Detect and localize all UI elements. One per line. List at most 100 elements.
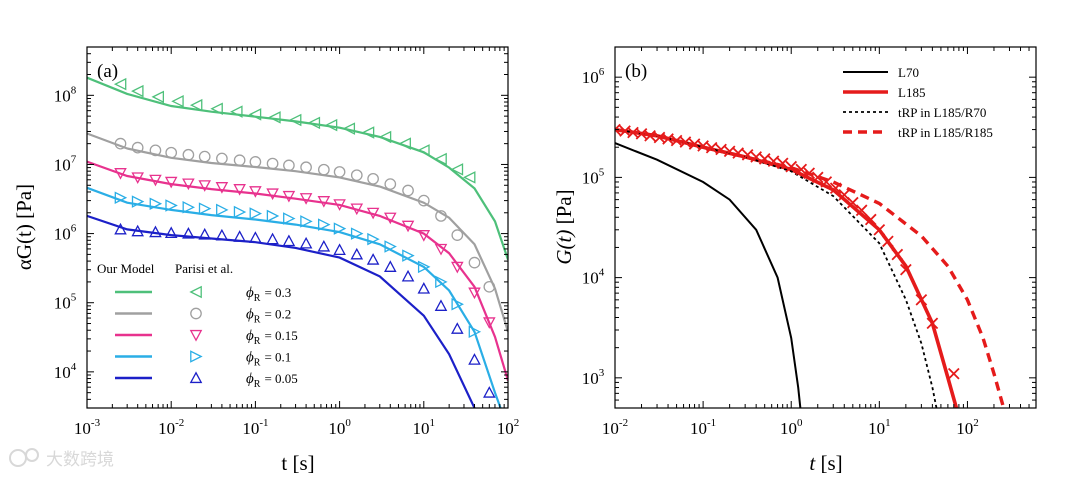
data-point-phi-1 xyxy=(198,150,211,163)
legend-marker-phi-3 xyxy=(190,350,203,363)
data-point-phi-3 xyxy=(249,207,263,220)
data-point-phi-4 xyxy=(468,353,481,365)
data-point-phi-2 xyxy=(434,243,448,256)
panel-b-x-tick-label: 102 xyxy=(956,417,979,438)
data-point-phi-3 xyxy=(417,260,431,274)
l185-data-marker xyxy=(795,163,808,176)
panel-a-y-axis-label: αG(t) [Pa] xyxy=(12,184,36,270)
legend-label-phi-0: ϕR = 0.3 xyxy=(246,285,291,304)
l185-data-marker xyxy=(679,136,692,148)
watermark: 大数跨境 xyxy=(9,448,114,470)
series-line-2 xyxy=(615,128,938,408)
data-point-phi-4 xyxy=(149,225,162,238)
data-point-phi-3 xyxy=(468,325,482,339)
data-point-phi-3 xyxy=(198,202,212,215)
data-point-phi-3 xyxy=(451,298,464,311)
data-point-phi-2 xyxy=(350,203,364,216)
l185-data-marker xyxy=(855,204,868,217)
data-point-phi-1 xyxy=(131,141,144,154)
data-point-phi-1 xyxy=(435,210,447,222)
data-point-phi-1 xyxy=(451,229,464,241)
data-point-phi-2 xyxy=(451,261,464,274)
data-point-phi-4 xyxy=(282,234,296,247)
data-point-phi-2 xyxy=(366,207,380,220)
data-point-phi-0 xyxy=(210,102,223,115)
data-point-phi-1 xyxy=(165,146,178,159)
legend-label-phi-4: ϕR = 0.05 xyxy=(246,371,298,390)
data-point-phi-0 xyxy=(189,98,203,112)
l185-data-marker xyxy=(785,160,798,173)
data-point-phi-0 xyxy=(248,108,262,121)
panel-b-x-tick-label: 10-2 xyxy=(602,417,628,438)
panel-b-plot-area xyxy=(615,123,1006,408)
data-point-phi-4 xyxy=(299,236,313,249)
data-point-phi-1 xyxy=(350,169,363,182)
panel-b-y-tick-label: 103 xyxy=(582,367,605,388)
panel-b-x-axis-label-unit: [s] xyxy=(815,451,842,475)
data-point-phi-1 xyxy=(333,166,346,178)
data-point-phi-3 xyxy=(266,209,280,223)
data-point-phi-0 xyxy=(417,144,430,157)
watermark-text: 大数跨境 xyxy=(46,450,114,470)
data-point-phi-1 xyxy=(266,157,279,170)
data-point-phi-4 xyxy=(366,253,380,265)
data-point-phi-2 xyxy=(114,168,127,180)
panel-a: 10-3 10-2 10-1 100 101 102 104 105 106 107 108 (a)… xyxy=(12,46,519,475)
panel-a-y-tick-label: 106 xyxy=(54,223,77,244)
data-point-phi-0 xyxy=(450,163,464,176)
data-point-phi-4 xyxy=(317,239,331,252)
panel-b-y-tick-label: 105 xyxy=(582,166,605,187)
panel-a-x-tick-label: 100 xyxy=(328,417,351,438)
panel-b-x-axis-label: t [s] xyxy=(809,451,842,475)
l185-data-marker xyxy=(811,171,824,184)
data-point-phi-1 xyxy=(283,159,295,172)
legend-label-phi-1: ϕR = 0.2 xyxy=(246,307,291,326)
data-point-phi-0 xyxy=(378,130,392,144)
data-point-phi-0 xyxy=(268,111,281,124)
data-point-phi-2 xyxy=(233,184,246,196)
watermark-logo-icon xyxy=(9,449,27,467)
data-point-phi-3 xyxy=(216,203,229,217)
l185-data-marker xyxy=(873,223,886,236)
data-point-phi-2 xyxy=(299,193,313,205)
data-point-phi-4 xyxy=(164,226,178,239)
panel-a-label: (a) xyxy=(97,61,118,82)
l185-data-marker xyxy=(644,129,656,142)
data-point-phi-1 xyxy=(384,178,397,190)
panel-b-y-tick-label: 104 xyxy=(582,267,605,288)
l185-data-marker xyxy=(926,317,939,330)
data-point-phi-0 xyxy=(307,116,321,130)
legend-header-data: Parisi et al. xyxy=(175,261,233,276)
data-point-phi-2 xyxy=(282,190,296,203)
l185-data-marker xyxy=(864,213,877,226)
panel-a-x-tick-label: 10-1 xyxy=(242,417,268,438)
l185-data-marker xyxy=(829,182,842,195)
data-point-phi-1 xyxy=(402,184,414,197)
panel-a-y-tick-label: 105 xyxy=(54,292,77,313)
data-point-phi-3 xyxy=(367,232,380,246)
panel-a-plot-area xyxy=(87,76,508,408)
panel-b-x-tick-label: 101 xyxy=(868,417,891,438)
legend-marker-phi-1 xyxy=(190,307,202,320)
l185-data-marker xyxy=(635,128,648,140)
panel-a-x-tick-label: 10-3 xyxy=(74,417,101,438)
l185-data-marker xyxy=(891,248,904,261)
data-point-phi-0 xyxy=(171,95,184,108)
data-point-phi-0 xyxy=(151,90,165,104)
l185-data-marker xyxy=(915,294,928,306)
data-point-phi-1 xyxy=(149,144,162,157)
panel-a-legend: Our Model Parisi et al. ϕR = 0.3 ϕR = 0.2 ϕR… xyxy=(97,261,298,390)
l185-data-marker xyxy=(615,123,621,136)
data-point-phi-1 xyxy=(367,172,379,185)
panel-b-legend: L70 L185 tRP in L185/R70 tRP in L185/R185 xyxy=(843,65,993,140)
data-point-phi-1 xyxy=(468,256,481,269)
data-point-phi-2 xyxy=(401,220,415,233)
l185-data-marker xyxy=(705,141,718,154)
panel-a-x-axis-label: t [s] xyxy=(281,451,314,475)
data-point-phi-3 xyxy=(350,227,364,240)
l185-data-marker xyxy=(820,176,833,188)
data-point-phi-4 xyxy=(401,269,415,282)
panel-a-frame xyxy=(86,46,509,409)
data-point-phi-2 xyxy=(468,287,481,300)
